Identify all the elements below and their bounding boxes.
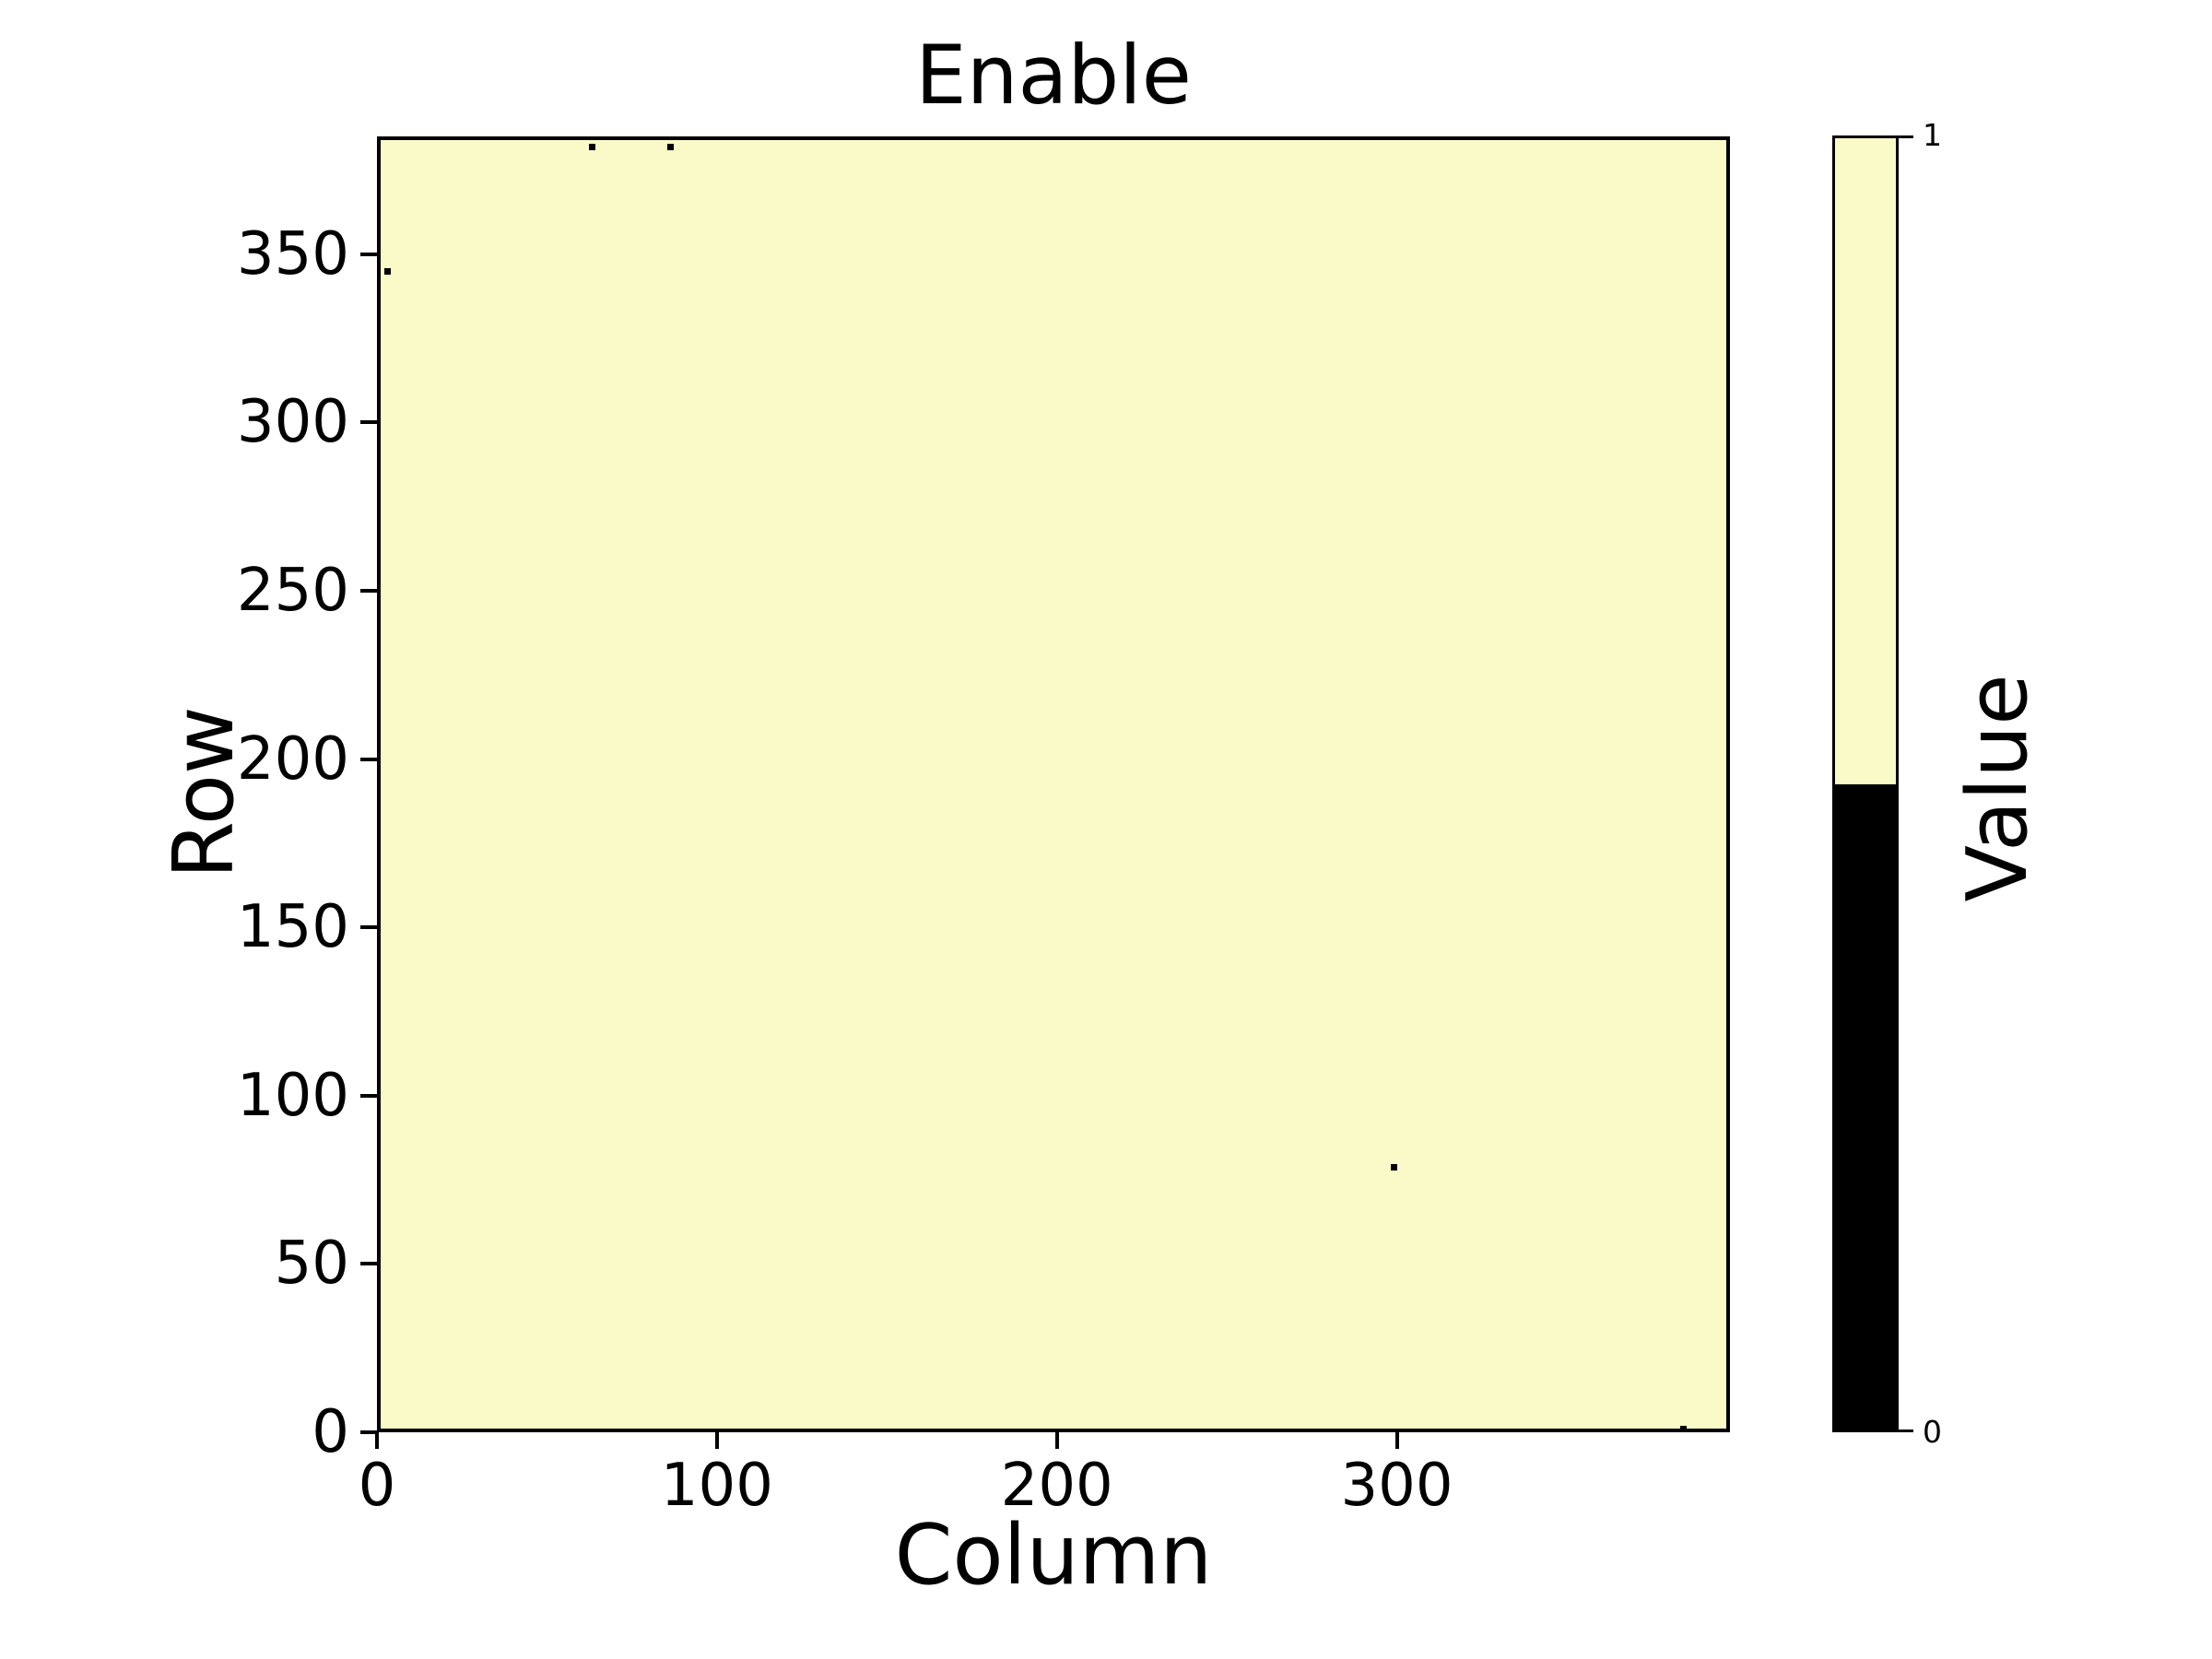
- y-tick-label: 300: [236, 388, 349, 457]
- colorbar-label: Value: [1949, 674, 2046, 902]
- x-tick-mark: [1054, 1432, 1059, 1449]
- y-tick-mark: [360, 589, 377, 593]
- y-tick-mark: [360, 1093, 377, 1098]
- x-tick-label: 0: [358, 1452, 396, 1520]
- colorbar-segment: [1835, 783, 1896, 1430]
- y-tick-label: 350: [236, 219, 349, 288]
- x-tick-label: 100: [660, 1452, 773, 1520]
- y-tick-label: 50: [274, 1230, 349, 1299]
- x-axis-label: Column: [894, 1507, 1213, 1604]
- colorbar-tick-label: 0: [1923, 1414, 1942, 1450]
- colorbar: [1832, 135, 1899, 1432]
- y-tick-mark: [360, 1262, 377, 1266]
- y-tick-label: 0: [312, 1398, 349, 1466]
- y-tick-mark: [360, 757, 377, 761]
- zero-cell-dot: [1391, 1163, 1398, 1171]
- y-tick-label: 200: [236, 724, 349, 794]
- y-tick-label: 250: [236, 557, 349, 625]
- y-tick-mark: [360, 1430, 377, 1434]
- x-tick-mark: [1394, 1432, 1399, 1449]
- y-axis-label: Row: [156, 706, 253, 879]
- x-tick-label: 200: [1000, 1452, 1113, 1520]
- y-tick-label: 150: [236, 893, 349, 962]
- plot-area: [377, 136, 1730, 1432]
- y-tick-mark: [360, 252, 377, 256]
- zero-cell-dot: [384, 268, 392, 276]
- x-tick-label: 300: [1340, 1452, 1453, 1520]
- y-tick-mark: [360, 420, 377, 425]
- zero-cell-dot: [666, 144, 674, 151]
- colorbar-tick-label: 1: [1923, 117, 1942, 153]
- y-tick-mark: [360, 925, 377, 930]
- zero-cell-dot: [1679, 1426, 1687, 1432]
- x-tick-mark: [714, 1432, 719, 1449]
- chart-title: Enable: [915, 28, 1192, 123]
- colorbar-tick-mark: [1899, 135, 1913, 138]
- colorbar-tick-mark: [1899, 1430, 1913, 1432]
- y-tick-label: 100: [236, 1061, 349, 1130]
- zero-cell-dot: [588, 144, 595, 151]
- x-tick-mark: [375, 1432, 379, 1449]
- colorbar-segment: [1835, 138, 1896, 784]
